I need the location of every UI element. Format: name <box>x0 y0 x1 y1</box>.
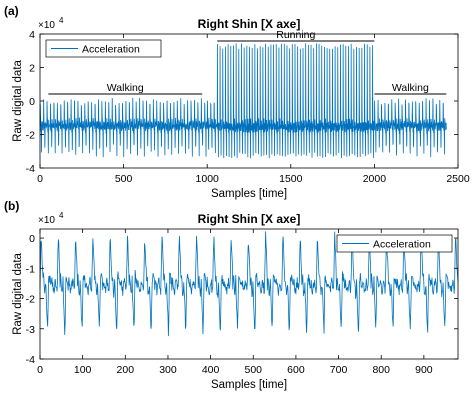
x-tick-label: 400 <box>202 364 220 376</box>
y-tick-label: -2 <box>26 130 35 142</box>
x-tick-label: 200 <box>117 364 135 376</box>
legend: Acceleration <box>336 234 453 253</box>
x-tick-label: 1000 <box>196 173 220 185</box>
annotation-label: Walking <box>392 82 429 94</box>
y-multiplier-exponent: 4 <box>59 211 64 220</box>
y-multiplier-exponent: 4 <box>59 16 64 25</box>
y-tick-label: -2 <box>26 294 35 306</box>
annotation-walking: Walking <box>48 82 203 95</box>
chart-panel-2: 0 100 200 300 400 500 600 700 800 900-4-3-2-10×10… <box>4 199 459 391</box>
legend-label: Acceleration <box>82 44 140 56</box>
x-tick-label: 100 <box>74 364 92 376</box>
x-tick-label: 2500 <box>446 173 470 185</box>
annotation-label: Running <box>276 29 315 41</box>
chart-title: Right Shin [X axe] <box>198 17 301 31</box>
x-tick-label: 700 <box>330 364 348 376</box>
x-tick-label: 900 <box>415 364 433 376</box>
y-tick-label: -4 <box>26 163 35 175</box>
y-tick-label: 4 <box>29 29 35 41</box>
x-tick-label: 600 <box>287 364 305 376</box>
y-axis-label: Raw digital data <box>12 252 24 334</box>
legend-box <box>336 234 453 253</box>
x-tick-label: 500 <box>244 364 262 376</box>
panel-label: (a) <box>4 4 19 18</box>
series-line-acceleration <box>39 231 459 337</box>
legend: Acceleration <box>45 39 162 58</box>
y-tick-label: 0 <box>29 233 35 245</box>
x-tick-label: 800 <box>372 364 390 376</box>
x-tick-label: 0 <box>37 364 43 376</box>
y-tick-label: 2 <box>29 63 35 75</box>
x-axis-label: Samples [time] <box>211 188 287 200</box>
annotation-walking: Walking <box>374 82 447 95</box>
y-tick-label: -4 <box>26 354 35 366</box>
y-tick-label: -3 <box>26 324 35 336</box>
x-tick-label: 0 <box>37 173 43 185</box>
legend-label: Acceleration <box>373 239 431 251</box>
x-tick-label: 2000 <box>363 173 387 185</box>
x-tick-label: 500 <box>115 173 133 185</box>
y-multiplier: ×10 <box>38 215 55 226</box>
y-tick-label: 0 <box>29 96 35 108</box>
y-tick-label: -1 <box>26 263 35 275</box>
x-axis-label: Samples [time] <box>211 379 287 391</box>
legend-box <box>45 39 162 58</box>
x-tick-label: 1500 <box>279 173 303 185</box>
annotation-label: Walking <box>107 82 144 94</box>
y-axis-label: Raw digital data <box>12 59 24 141</box>
x-tick-label: 300 <box>159 364 177 376</box>
series-line-acceleration <box>39 43 447 159</box>
panel-label: (b) <box>4 199 19 213</box>
y-multiplier: ×10 <box>38 20 55 31</box>
annotation-running: Running <box>217 29 375 42</box>
plot-area-frame <box>39 228 459 360</box>
chart-title: Right Shin [X axe] <box>198 212 301 226</box>
